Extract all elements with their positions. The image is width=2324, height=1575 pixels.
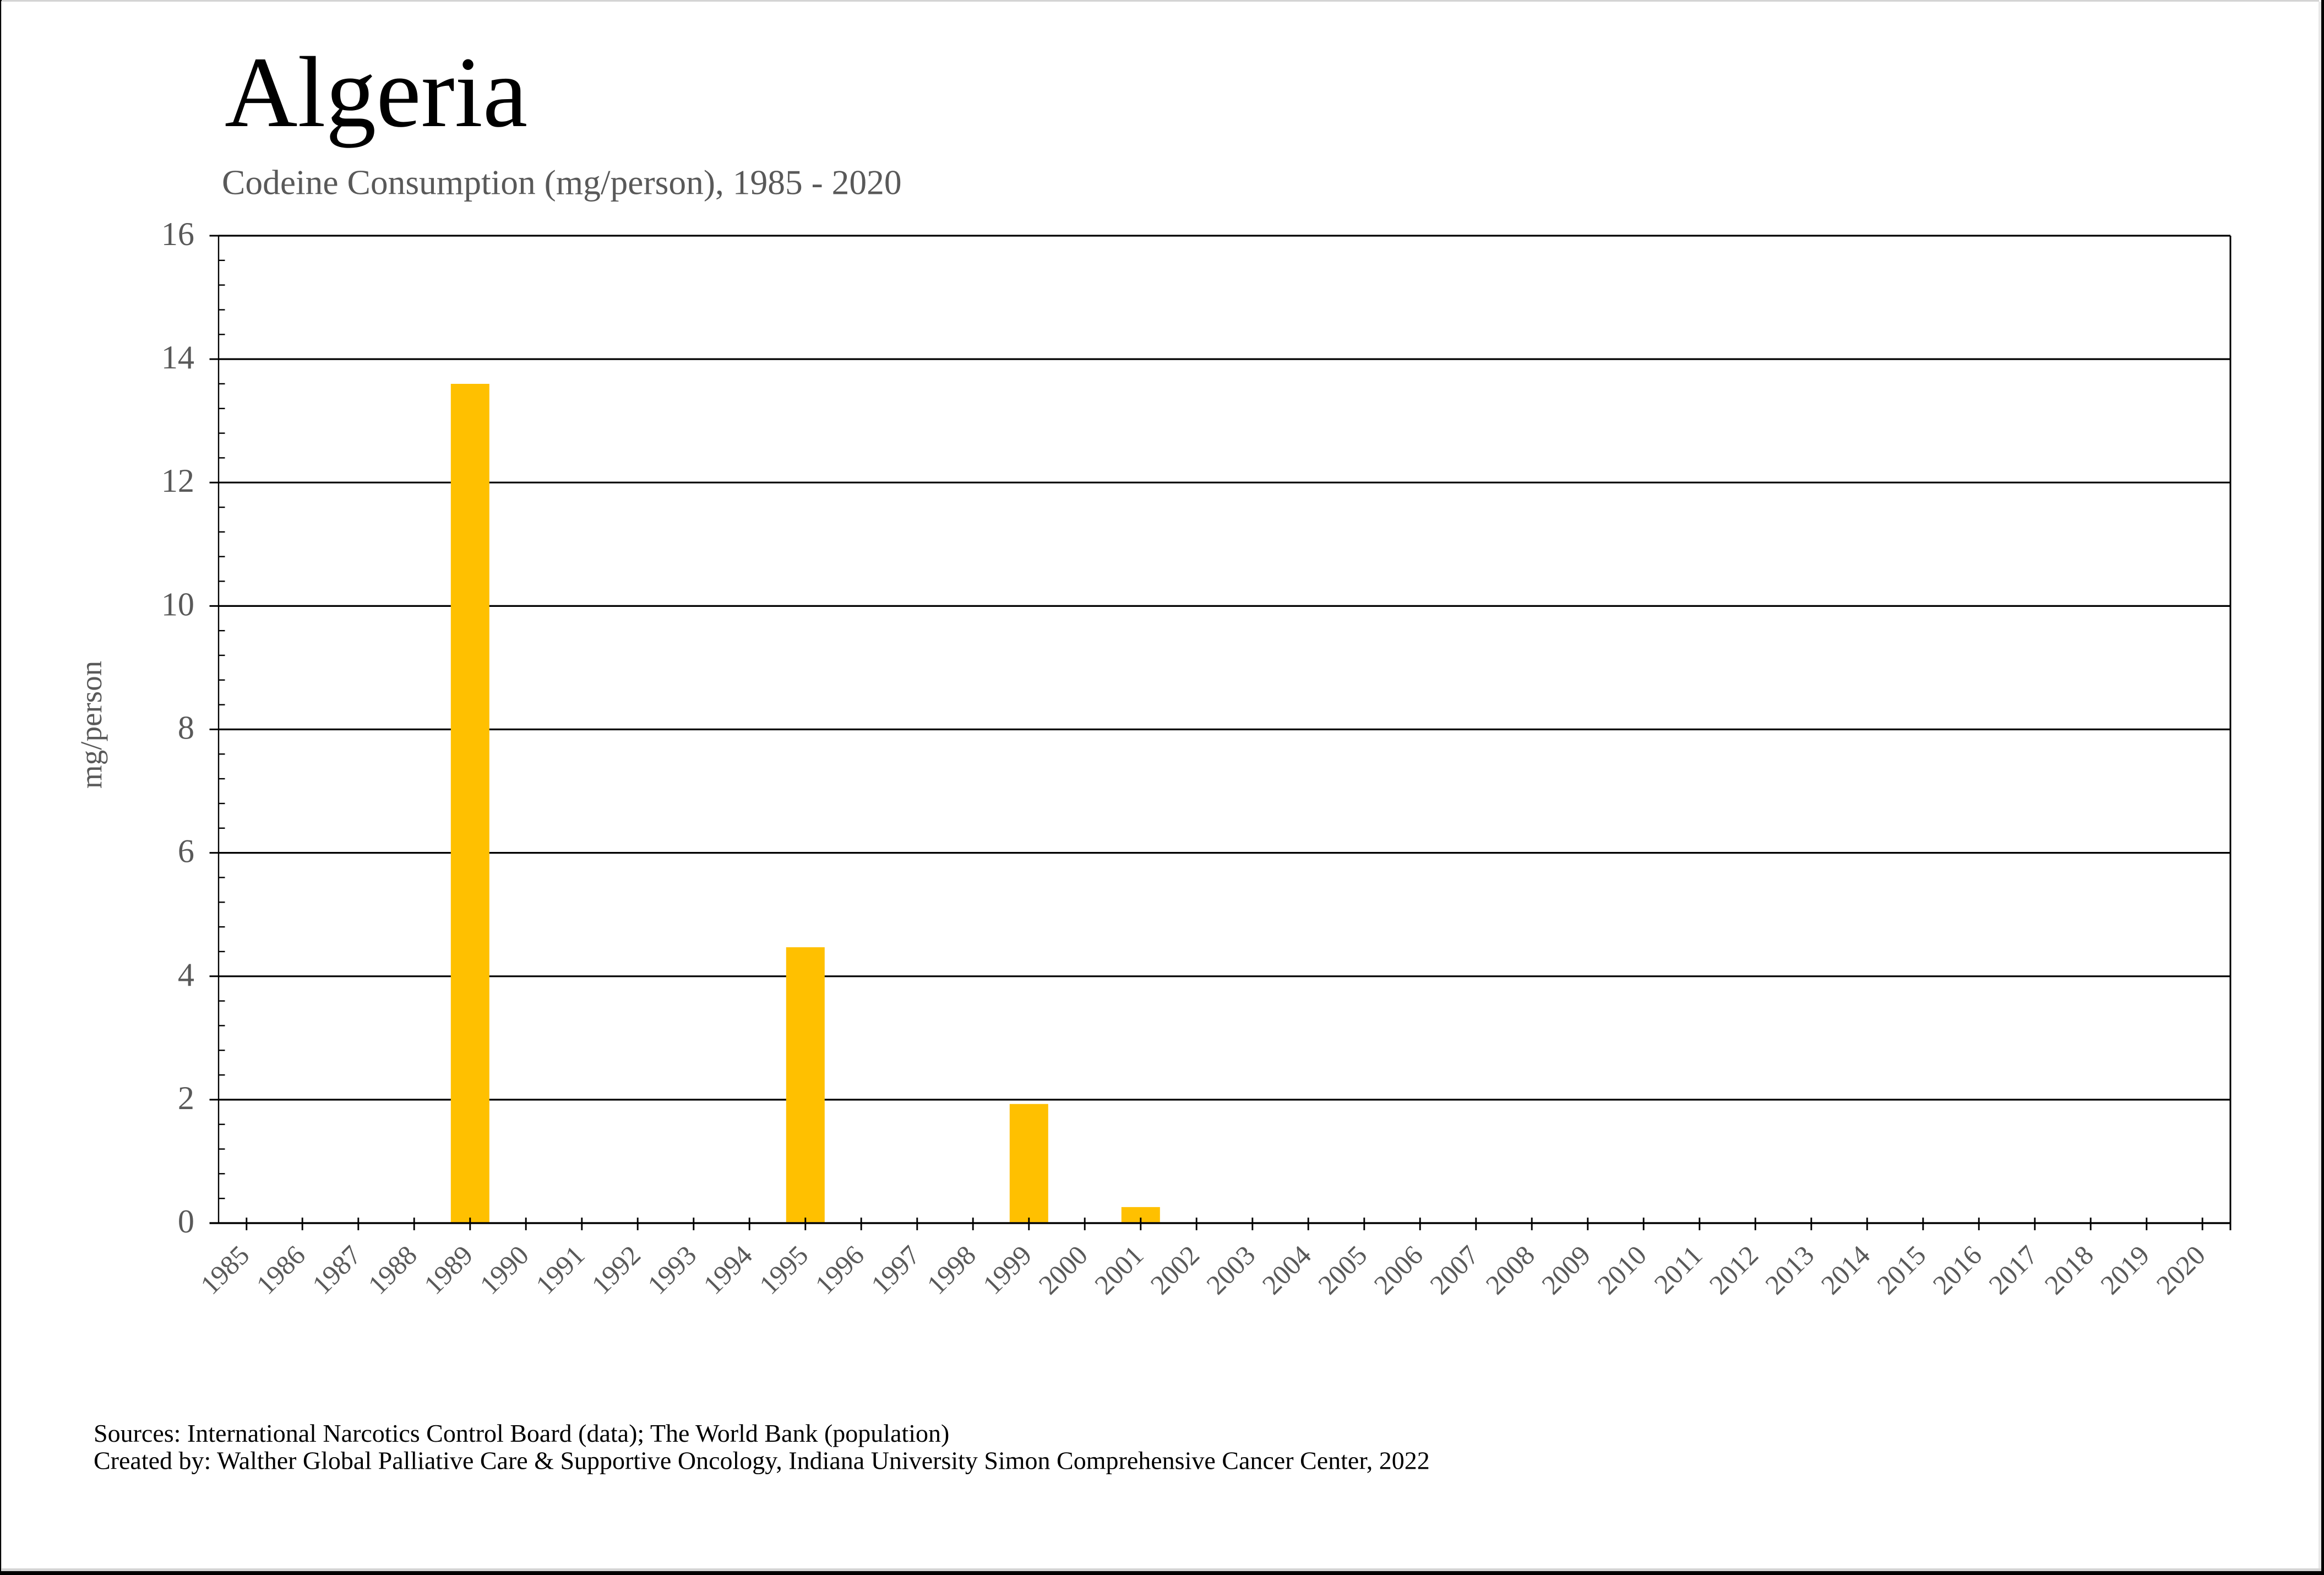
svg-text:Created by: Walther Global Pal: Created by: Walther Global Palliative Ca… — [94, 1447, 1430, 1475]
svg-text:6: 6 — [178, 833, 194, 870]
svg-text:10: 10 — [161, 586, 194, 623]
svg-text:12: 12 — [161, 463, 194, 499]
svg-text:16: 16 — [161, 216, 194, 253]
svg-text:14: 14 — [161, 339, 194, 376]
svg-text:4: 4 — [178, 957, 194, 993]
svg-text:mg/person: mg/person — [74, 661, 108, 789]
svg-text:Codeine Consumption (mg/person: Codeine Consumption (mg/person), 1985 - … — [222, 163, 902, 202]
svg-text:8: 8 — [178, 710, 194, 747]
svg-text:0: 0 — [178, 1203, 194, 1240]
svg-text:2: 2 — [178, 1080, 194, 1117]
svg-text:Algeria: Algeria — [225, 36, 527, 148]
svg-text:Sources: International Narcoti: Sources: International Narcotics Control… — [94, 1419, 949, 1447]
